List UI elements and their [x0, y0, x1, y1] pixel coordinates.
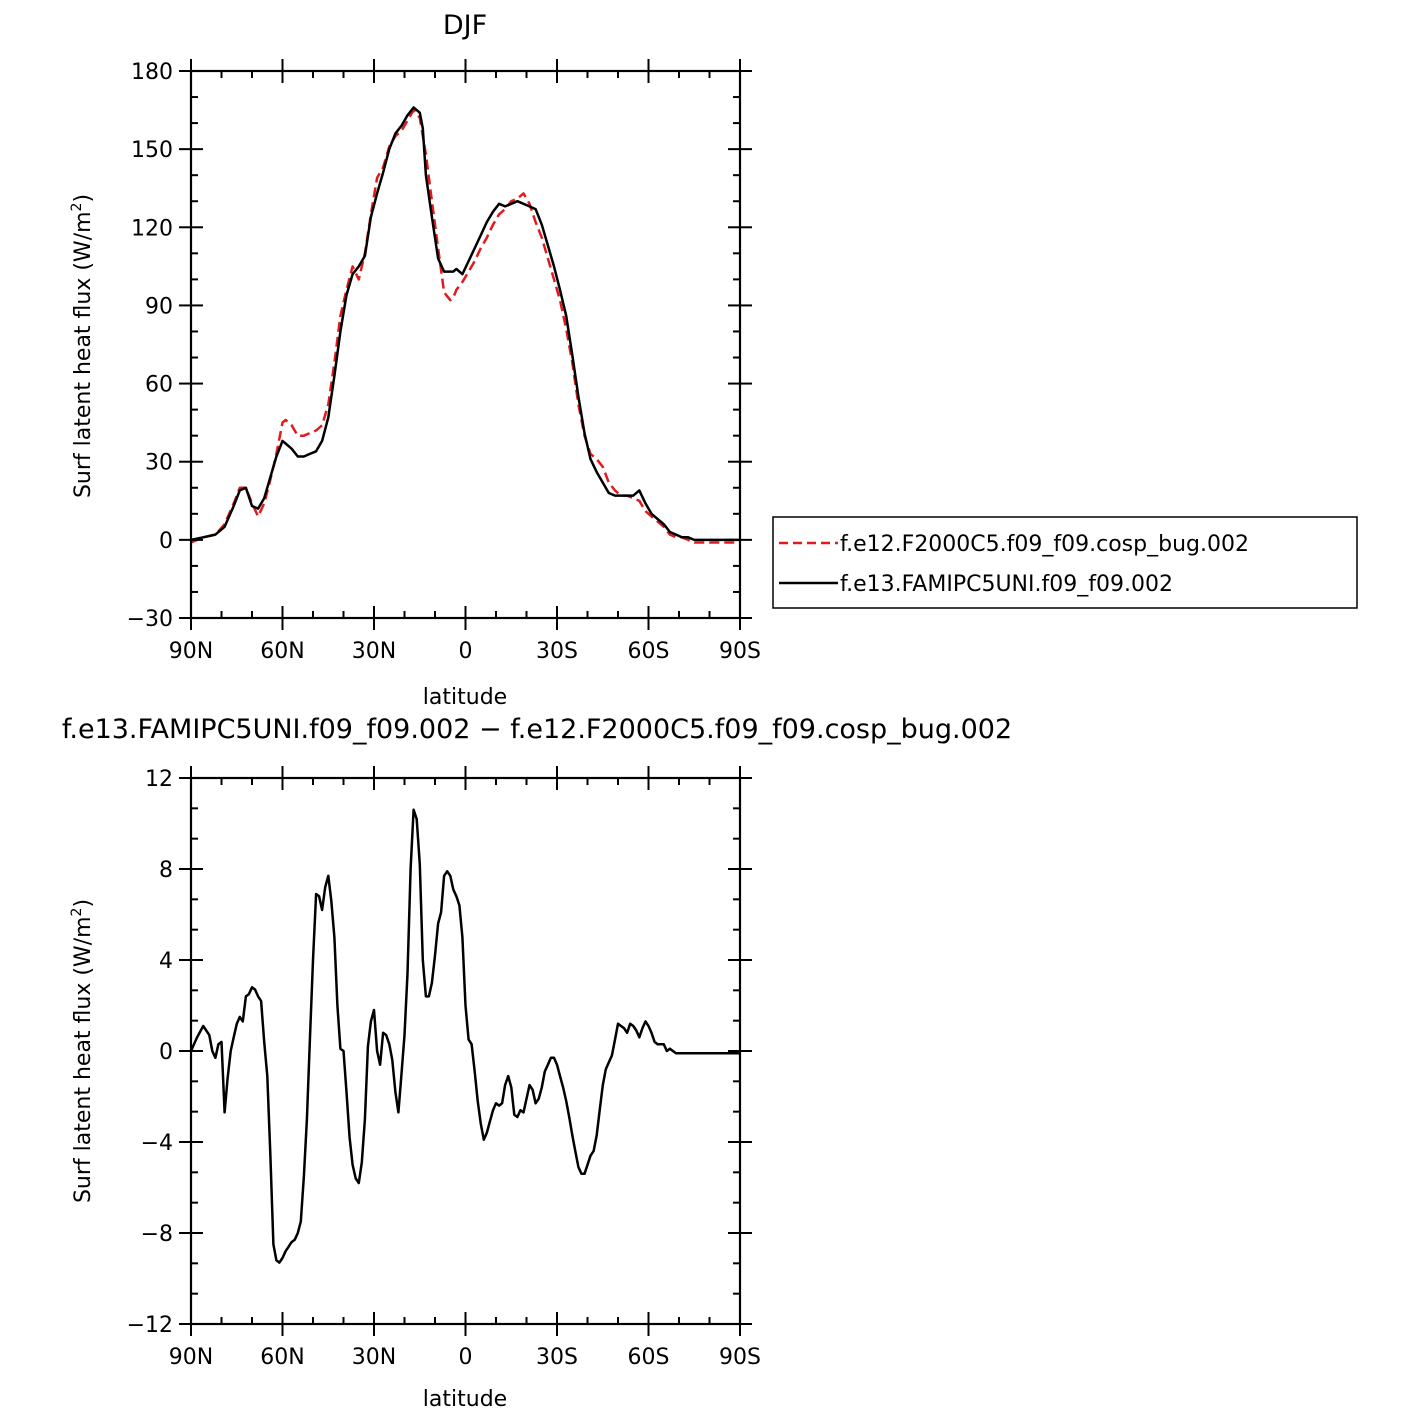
bottom-x-axis-label: latitude [423, 1387, 507, 1412]
y-tick-label: 120 [131, 216, 173, 241]
y-tick-label: 60 [145, 373, 173, 398]
plot-frame [189, 69, 742, 620]
top-chart-title: DJF [443, 10, 487, 41]
x-tick-label: 60S [628, 1345, 670, 1370]
series-line-0 [189, 808, 740, 1264]
x-tick-label: 60N [260, 639, 304, 664]
x-tick-label: 30N [352, 639, 396, 664]
series-line-0 [190, 108, 740, 544]
x-tick-label: 0 [459, 639, 473, 664]
y-tick-label: 8 [159, 858, 173, 883]
legend: f.e12.F2000C5.f09_f09.cosp_bug.002 f.e13… [772, 516, 1358, 609]
series-line-1 [190, 106, 740, 542]
x-tick-label: 30S [536, 1345, 578, 1370]
y-tick-label: −8 [141, 1222, 173, 1247]
x-tick-label: 90S [719, 639, 761, 664]
x-tick-label: 0 [459, 1345, 473, 1370]
y-tick-label: 0 [159, 1040, 173, 1065]
y-tick-label: −30 [127, 607, 173, 632]
x-tick-label: 90N [169, 1345, 213, 1370]
x-tick-label: 30S [536, 639, 578, 664]
top-panel: DJF 90N 60N 30N 0 30S 60S 90S −30 0 30 60 90 120 150 1… [69, 10, 1358, 710]
y-tick-label: 0 [159, 529, 173, 554]
x-tick-label: 90N [169, 639, 213, 664]
y-tick-label: 12 [145, 767, 173, 792]
top-plot-area: 90N 60N 30N 0 30S 60S 90S −30 0 30 60 90 120 150 180 [127, 59, 761, 664]
y-tick-label: 90 [145, 294, 173, 319]
x-tick-label: 90S [719, 1345, 761, 1370]
y-tick-label: 180 [131, 60, 173, 85]
legend-entry-1: f.e13.FAMIPC5UNI.f09_f09.002 [840, 572, 1173, 597]
x-tick-label: 30N [352, 1345, 396, 1370]
bottom-panel: f.e13.FAMIPC5UNI.f09_f09.002 − f.e12.F20… [62, 714, 1012, 1412]
bottom-plot-area: 90N 60N 30N 0 30S 60S 90S −12 −8 −4 0 4 8 12 [127, 766, 761, 1370]
y-tick-label: 4 [159, 949, 173, 974]
y-tick-label: −12 [127, 1313, 173, 1338]
top-x-axis-label: latitude [423, 685, 507, 710]
y-tick-label: −4 [141, 1131, 173, 1156]
y-tick-label: 150 [131, 138, 173, 163]
legend-entry-0: f.e12.F2000C5.f09_f09.cosp_bug.002 [840, 532, 1249, 557]
top-y-axis-label: Surf latent heat flux (W/m2) [69, 194, 96, 498]
bottom-y-axis-label: Surf latent heat flux (W/m2) [69, 899, 96, 1203]
x-tick-label: 60N [260, 1345, 304, 1370]
bottom-chart-title: f.e13.FAMIPC5UNI.f09_f09.002 − f.e12.F20… [62, 714, 1012, 745]
x-tick-label: 60S [628, 639, 670, 664]
legend-box [772, 516, 1358, 609]
y-tick-label: 30 [145, 451, 173, 476]
